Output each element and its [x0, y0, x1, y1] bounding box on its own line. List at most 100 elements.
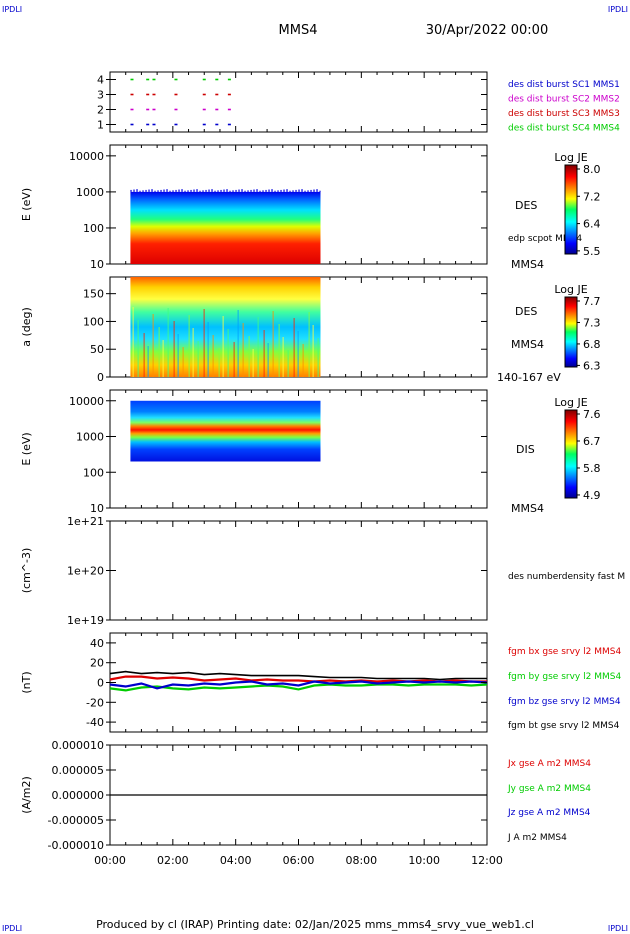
b-field-line [109, 680, 488, 690]
spectrogram-stripe [181, 189, 183, 192]
spectrogram-stripe [293, 318, 295, 377]
spectrogram-stripe [242, 323, 244, 377]
spectrogram-stripe [237, 310, 239, 377]
spacecraft-title: MMS4 [279, 23, 318, 38]
spectrogram-stripe [218, 348, 220, 377]
spectrogram-stripe [143, 333, 145, 377]
burst-mark [130, 108, 134, 111]
spectrogram-stripe [222, 316, 224, 377]
b-field-line [109, 675, 487, 683]
b-field-line [109, 683, 488, 692]
burst-mark [146, 123, 150, 126]
spectrogram-stripe [199, 190, 201, 192]
burst-mark [202, 123, 206, 126]
colorbar [564, 296, 578, 368]
corner-tag-top-left: IPDLI [2, 5, 22, 14]
legend-entry: des dist burst SC4 MMS4 [508, 124, 620, 134]
colorbar-title: Log JE [554, 151, 587, 164]
spectrogram-stripe [259, 190, 261, 192]
spectrogram-stripe [301, 189, 303, 192]
x-tick-label: 06:00 [283, 854, 315, 867]
spectrogram-stripe [160, 189, 162, 192]
spectrogram-stripe [282, 337, 284, 377]
colorbar-tick-label: 6.8 [583, 338, 601, 351]
burst-mark [130, 123, 134, 126]
burst-mark [174, 123, 178, 126]
spectrogram-stripe [312, 325, 314, 377]
y-tick-label: 0.000010 [52, 739, 105, 752]
spectrogram-stripe [175, 189, 177, 192]
side-label-des: DES [515, 199, 537, 212]
spectrogram-stripe [212, 335, 214, 377]
data-marks [109, 78, 488, 796]
side-label-mms4: MMS4 [511, 502, 544, 515]
spectrogram-stripe [289, 190, 291, 192]
colorbar-title: Log JE [554, 396, 587, 409]
y-tick-label: -20 [86, 696, 104, 709]
spectrogram-stripe [277, 190, 279, 192]
y-axis-label: (nT) [20, 671, 33, 693]
colorbar [564, 164, 578, 255]
colorbar-tick-label: 5.8 [583, 462, 601, 475]
spectrogram-stripe [302, 344, 304, 377]
burst-mark [174, 93, 178, 96]
spectrogram-stripe [313, 189, 315, 192]
colorbar-tick-label: 7.3 [583, 316, 601, 329]
spectrogram-stripe [154, 190, 156, 192]
y-tick-label: 1 [97, 119, 104, 132]
y-tick-label: 0.000005 [52, 764, 105, 777]
spectrogram-stripe [265, 189, 267, 192]
legend-entry: Jx gse A m2 MMS4 [507, 759, 591, 769]
spectrogram-stripe [235, 189, 237, 192]
spectrogram-stripe [310, 189, 312, 192]
x-tick-label: 00:00 [94, 854, 126, 867]
y-tick-label: 2 [97, 104, 104, 117]
spectrogram-stripe [226, 189, 228, 192]
spectrogram-stripe [267, 343, 269, 377]
spectrogram-stripe [205, 189, 207, 192]
spectrogram-stripe [208, 189, 210, 192]
spectrogram-stripe [263, 330, 265, 377]
colorbar-tick-label: 5.5 [583, 245, 601, 258]
spectrogram-stripe [272, 311, 274, 377]
spectrogram-stripe [139, 190, 141, 192]
burst-mark [202, 108, 206, 111]
colorbar-tick-label: 7.2 [583, 190, 601, 203]
y-tick-label: 50 [90, 343, 104, 356]
side-label-energy-band: 140-167 eV [497, 371, 561, 384]
spectrogram-stripe [262, 190, 264, 192]
corner-tag-bottom-left: IPDLI [2, 924, 22, 933]
burst-mark [146, 93, 150, 96]
burst-mark [202, 93, 206, 96]
spectrogram-stripe [308, 312, 310, 377]
corner-tag-bottom-right: IPDLI [608, 924, 628, 933]
burst-mark [130, 78, 134, 81]
burst-mark [174, 108, 178, 111]
spectrogram-stripe [232, 190, 234, 192]
burst-mark [174, 78, 178, 81]
y-tick-label: 0 [97, 677, 104, 690]
burst-mark [152, 123, 156, 126]
colorbar-tick-label: 7.7 [583, 295, 601, 308]
spectrogram-stripe [278, 324, 280, 377]
spectrogram-stripe [217, 190, 219, 192]
legend-entry: des dist burst SC1 MMS1 [508, 80, 620, 90]
legend-entry: fgm by gse srvy l2 MMS4 [508, 672, 621, 682]
spectrogram-stripe [248, 336, 250, 377]
x-tick-label: 02:00 [157, 854, 189, 867]
colorbar [564, 409, 578, 499]
x-tick-label: 04:00 [220, 854, 252, 867]
spectrogram-stripe [152, 314, 154, 377]
colorbar-tick-label: 6.3 [583, 359, 601, 372]
spectrogram-stripe [211, 189, 213, 192]
spectrogram-stripe [274, 190, 276, 192]
spectrogram-stripe [233, 342, 235, 377]
spectrogram-stripe [268, 189, 270, 192]
y-tick-label: 150 [83, 288, 104, 301]
y-tick-label: 4 [97, 74, 104, 87]
spectrogram-stripe [172, 190, 174, 192]
burst-mark [202, 78, 206, 81]
y-tick-label: 100 [83, 222, 104, 235]
y-axis-label: (A/m2) [20, 776, 33, 814]
